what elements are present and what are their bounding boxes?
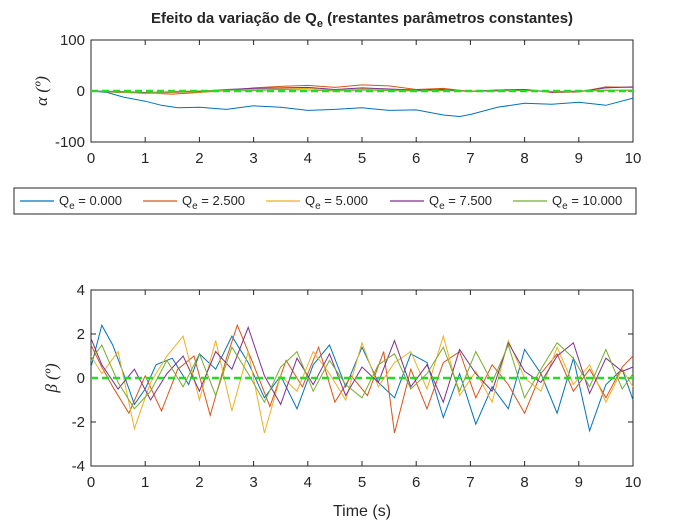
beta-xtick-label: 2 [195, 474, 203, 491]
alpha-series-line-0 [90, 90, 634, 118]
beta-ytick-label: -2 [72, 414, 85, 431]
beta-xtick-label: 5 [358, 474, 366, 491]
alpha-ytick-label: 100 [60, 32, 85, 49]
beta-xtick-label: 0 [87, 474, 95, 491]
beta-series-line-4 [90, 342, 634, 410]
beta-xtick-label: 6 [412, 474, 420, 491]
alpha-ytick-label: 0 [77, 83, 85, 100]
alpha-xtick-label: 5 [358, 150, 366, 167]
alpha-xtick-label: 4 [304, 150, 312, 167]
legend: Qe = 0.000 Qe = 2.500 Qe = 5.000 Qe = 7.500… [13, 187, 637, 215]
beta-ytick-label: -4 [72, 458, 85, 475]
alpha-xtick-label: 6 [412, 150, 420, 167]
beta-xtick-label: 8 [520, 474, 528, 491]
legend-label-4: Qe = 10.000 [552, 193, 622, 212]
beta-ytick-label: 0 [77, 370, 85, 387]
alpha-xtick-label: 3 [249, 150, 257, 167]
beta-xtick-label: 9 [575, 474, 583, 491]
alpha-series [90, 84, 634, 118]
beta-xtick-label: 1 [141, 474, 149, 491]
beta-plot: 0 1 2 3 4 5 6 7 8 9 10 -4 -2 0 2 4 β (º) Time (s) [42, 282, 641, 520]
legend-items: Qe = 0.000 Qe = 2.500 Qe = 5.000 Qe = 7.500… [20, 193, 622, 212]
alpha-xtick-label: 7 [466, 150, 474, 167]
beta-ytick-label: 4 [77, 282, 85, 299]
alpha-y-axis-label: α (º) [32, 76, 51, 106]
beta-series-line-1 [90, 323, 634, 434]
alpha-xtick-label: 1 [141, 150, 149, 167]
legend-label-2: Qe = 5.000 [305, 193, 368, 212]
beta-xtick-label: 4 [304, 474, 312, 491]
beta-series-line-3 [90, 325, 634, 406]
legend-label-0: Qe = 0.000 [59, 193, 122, 212]
alpha-xtick-label: 8 [520, 150, 528, 167]
chart-title: Efeito da variação de Qe (restantes parâ… [151, 10, 573, 30]
alpha-ytick-label: -100 [55, 134, 85, 151]
beta-xtick-label: 7 [466, 474, 474, 491]
legend-label-3: Qe = 7.500 [429, 193, 492, 212]
beta-x-axis-label: Time (s) [333, 503, 391, 520]
beta-xtick-label: 3 [249, 474, 257, 491]
legend-label-1: Qe = 2.500 [182, 193, 245, 212]
alpha-xtick-label: 9 [575, 150, 583, 167]
beta-series [90, 323, 634, 434]
alpha-xtick-label: 0 [87, 150, 95, 167]
beta-ticks [90, 289, 634, 467]
beta-tick-labels: 0 1 2 3 4 5 6 7 8 9 10 -4 -2 0 2 4 [72, 282, 642, 491]
alpha-xtick-label: 2 [195, 150, 203, 167]
beta-xtick-label: 10 [625, 474, 642, 491]
beta-series-line-2 [90, 334, 634, 434]
alpha-xtick-label: 10 [625, 150, 642, 167]
beta-ytick-label: 2 [77, 326, 85, 343]
beta-y-axis-label: β (º) [42, 363, 61, 394]
